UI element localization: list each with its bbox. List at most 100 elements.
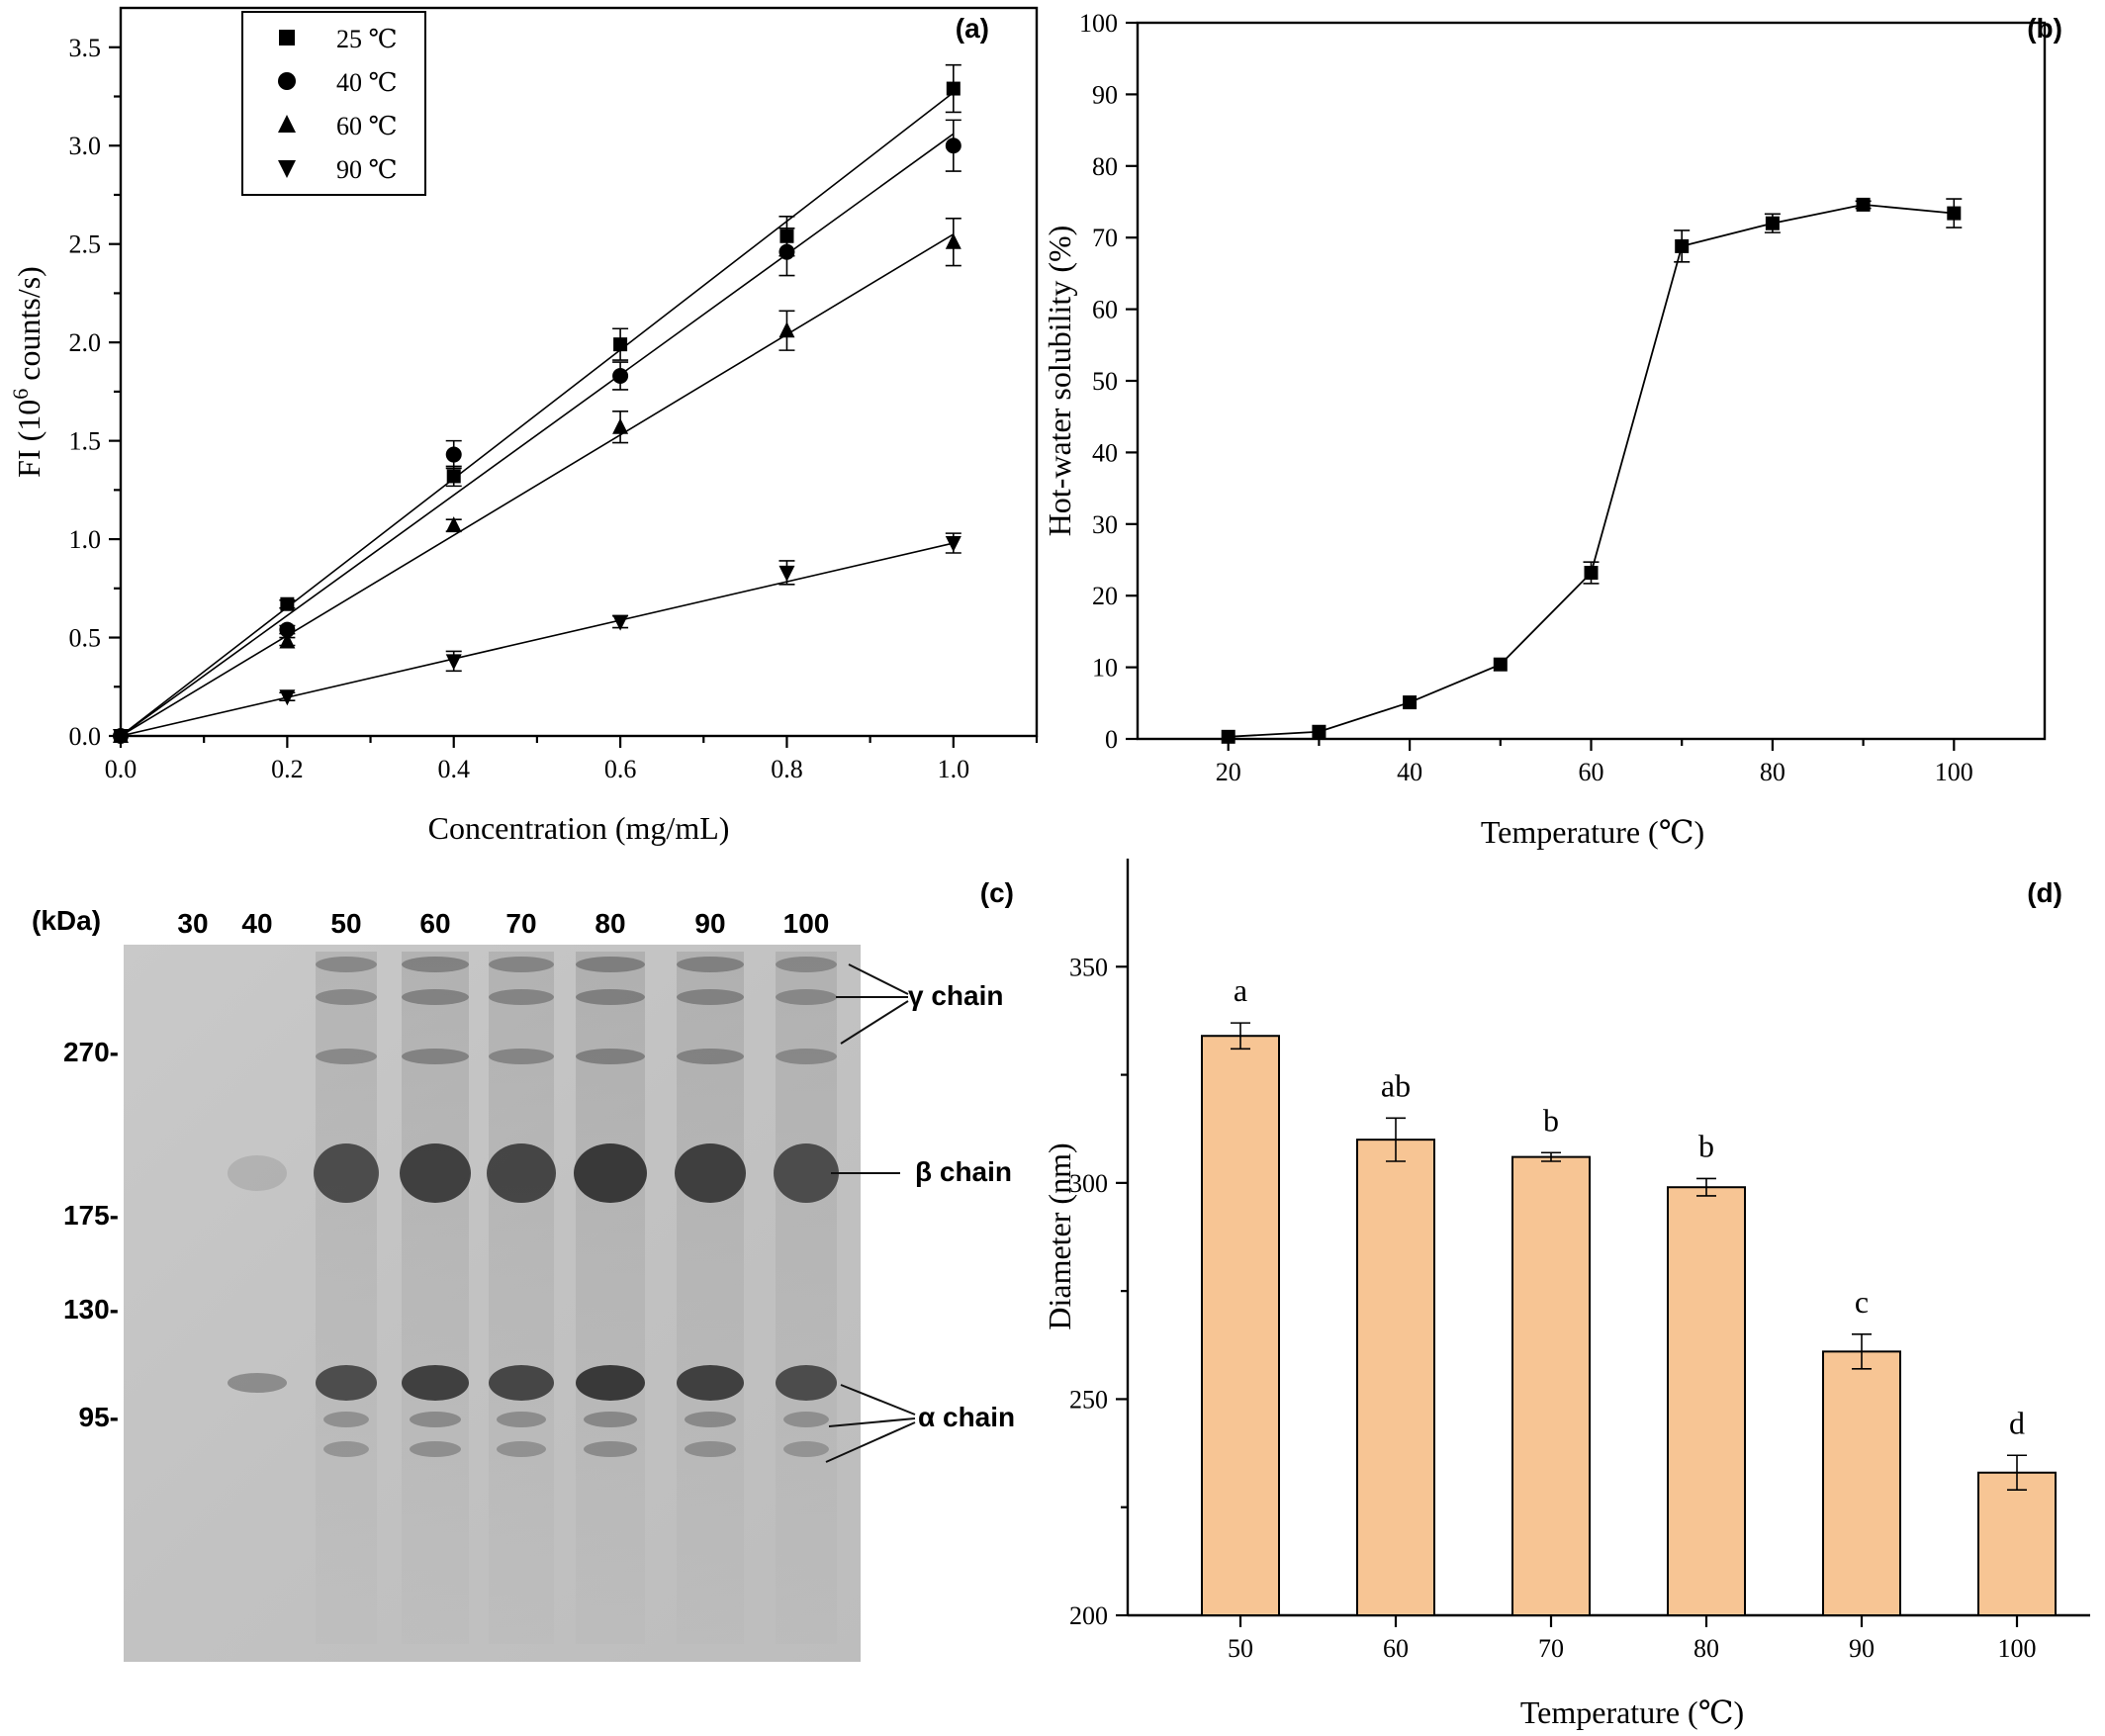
y-tick-label: 350 [1069,953,1108,981]
data-point [1221,729,1236,744]
x-tick-label: 80 [1760,758,1785,786]
x-tick-label: 40 [1397,758,1422,786]
panel-a-fit-lines [120,91,955,737]
data-point [1584,566,1599,581]
x-tick-label: 0.2 [271,755,304,783]
alpha-sub-band [584,1412,637,1427]
beta-band [487,1143,556,1203]
data-point [1403,695,1418,710]
bar [1356,1139,1435,1616]
y-tick-label: 40 [1092,438,1118,467]
y-tick-label: 0.5 [69,624,102,653]
data-point [945,137,961,154]
x-tick-label: 50 [1228,1634,1253,1663]
panel-d-ticks: 200 250 300 350 50 60 70 80 90 100 [1069,953,2037,1663]
gamma-band [776,957,837,972]
lane-smear [402,952,469,1644]
data-point [279,689,296,706]
legend-label: 90 ℃ [336,155,398,184]
significance-letter: a [1234,972,1247,1008]
gamma-band [316,989,377,1005]
y-tick-label: 2.5 [69,230,102,259]
fit-line [120,233,955,737]
panel-a-x-axis-label: Concentration (mg/mL) [428,810,730,846]
y-tick-label: 100 [1079,9,1118,38]
data-point [445,654,462,671]
alpha-band [576,1365,645,1401]
legend-marker [278,160,296,178]
data-point [113,729,129,745]
gamma-chain-pointer: γ chain [836,963,1003,1045]
y-tick-label: 1.0 [69,525,102,554]
legend-label: 40 ℃ [336,68,398,97]
alpha-band [402,1365,469,1401]
data-point [1312,724,1327,739]
x-tick-label: 0.6 [604,755,637,783]
x-tick-label: 60 [1579,758,1604,786]
gamma-band [576,1049,645,1064]
legend-label: 60 ℃ [336,112,398,140]
alpha-sub-band [584,1441,637,1457]
significance-letter: c [1855,1284,1869,1320]
data-point [612,614,629,631]
lane-label: 50 [330,908,361,939]
gamma-band [489,1049,554,1064]
beta-band [228,1155,287,1191]
gamma-band [776,1049,837,1064]
alpha-chain-pointer: α chain [825,1384,1015,1463]
alpha-sub-band [685,1412,736,1427]
data-point [613,337,628,352]
lane-smear [489,952,554,1644]
data-point [279,621,296,638]
gamma-band [402,989,469,1005]
y-tick-label: 20 [1092,582,1118,610]
panel-a-y-label-prefix: FI (10 [11,400,46,478]
panel-a-y-axis-label: FI (106 counts/s) [8,266,46,478]
bar [1667,1186,1746,1616]
x-tick-label: 0.4 [437,755,470,783]
data-point [445,446,462,463]
x-tick-label: 0.0 [105,755,137,783]
data-point [778,565,795,582]
gamma-band [576,989,645,1005]
lane-label: 100 [783,908,830,939]
y-tick-label: 30 [1092,510,1118,539]
gel-bands [228,952,839,1644]
data-point [280,596,295,611]
gamma-band [316,957,377,972]
lane-label: 60 [419,908,450,939]
alpha-band [228,1373,287,1393]
y-tick-label: 300 [1069,1169,1108,1198]
y-tick-label: 3.5 [69,34,102,62]
legend-marker [278,72,296,90]
data-point [612,367,629,384]
bar [1201,1035,1280,1616]
panel-d-chart: (d) 200 250 300 350 50 60 70 80 90 100 a ab b b c d Te… [1042,859,2090,1730]
data-point [946,81,961,96]
alpha-band [316,1365,377,1401]
gamma-band [402,957,469,972]
data-point [778,321,795,338]
lane-smear [316,952,377,1644]
fit-line [120,91,955,737]
panel-a-legend: 25 ℃ 40 ℃ 60 ℃ 90 ℃ [241,11,426,196]
marker-label: 130- [63,1294,119,1325]
x-tick-label: 70 [1538,1634,1564,1663]
alpha-sub-band [783,1441,829,1457]
y-tick-label: 70 [1092,224,1118,252]
data-point [1947,206,1962,221]
series-line [1228,203,1955,738]
gamma-band [576,957,645,972]
panel-b-plot-frame [1136,21,2047,741]
data-point [778,243,795,260]
gamma-band [489,957,554,972]
lane-label: 70 [505,908,536,939]
gel-lane-labels: 30 40 50 60 70 80 90 100 [177,908,829,939]
lane-label: 80 [595,908,625,939]
alpha-sub-band [497,1441,546,1457]
data-point [445,516,462,533]
marker-label: 175- [63,1200,119,1231]
panel-d-bars: a ab b b c d [1201,972,2057,1617]
